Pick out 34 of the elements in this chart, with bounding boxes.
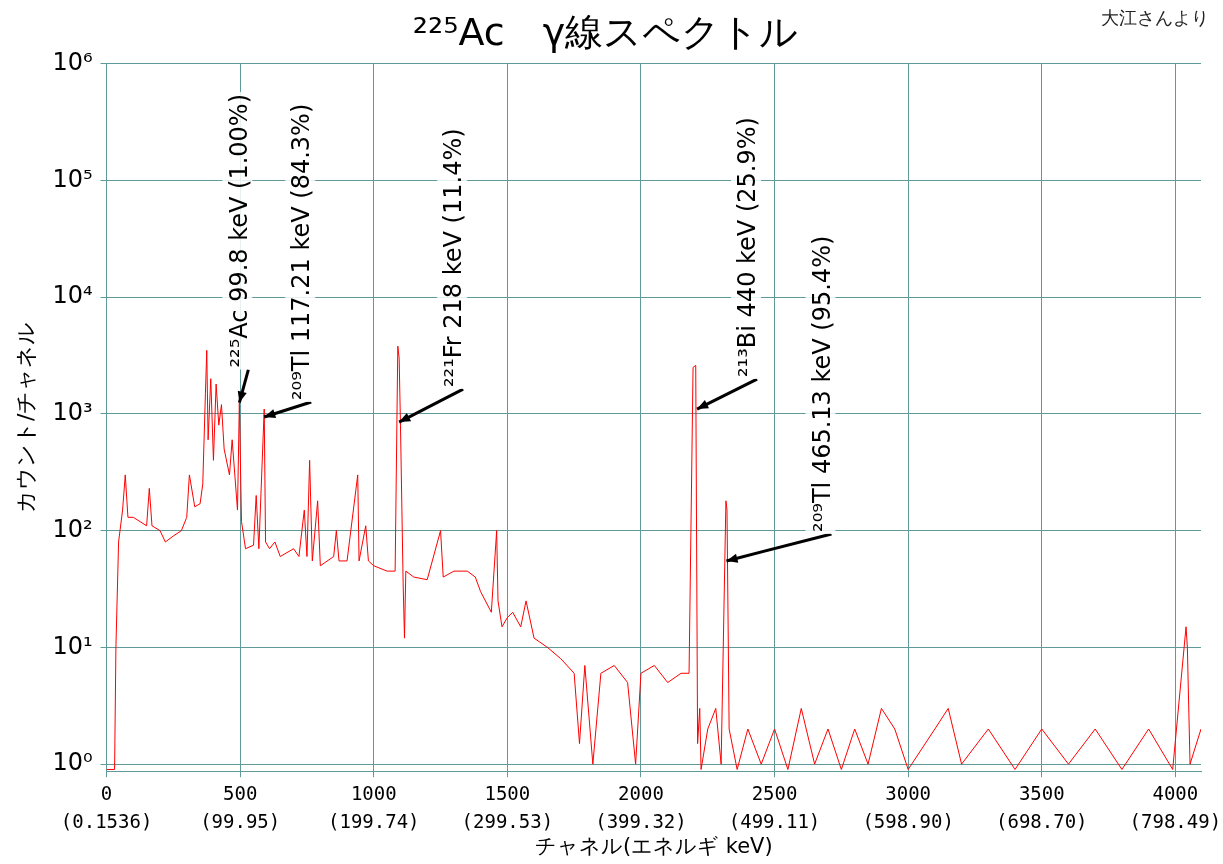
x-tick-label: 3000: [885, 781, 932, 804]
x-tick-label: 2000: [618, 781, 664, 804]
annotation: ²²¹Fr 218 keV (11.4%): [439, 128, 468, 388]
x2-tick-label: (499.11): [728, 810, 821, 833]
x2-tick-label: (199.74): [328, 810, 420, 833]
y-tick-label: 10²: [52, 514, 93, 543]
y-tick-label: 10⁶: [52, 47, 93, 76]
y-tick-label: 10⁴: [52, 281, 93, 310]
annotation: ²²⁵Ac 99.8 keV (1.00%): [224, 93, 253, 368]
annotation: ²⁰⁹Tl 117.21 keV (84.3%): [287, 103, 316, 401]
y-tick-label: 10³: [52, 398, 93, 427]
x-tick-label: 2500: [751, 781, 798, 804]
y-tick-label: 10⁵: [52, 164, 93, 193]
x-axis-title: チャネル(エネルギ keV): [534, 833, 773, 858]
annotation: ²⁰⁹Tl 465.13 keV (95.4%): [807, 235, 836, 532]
chart-title: ²²⁵Ac γ線スペクトル: [412, 9, 799, 54]
x2-tick-label: (598.90): [862, 810, 954, 833]
x2-tick-label: (798.49): [1129, 810, 1222, 833]
annotation: ²¹³Bi 440 keV (25.9%): [733, 117, 762, 378]
x2-tick-label: (698.70): [996, 810, 1088, 833]
x2-tick-label: (99.95): [200, 810, 281, 833]
x-tick-label: 3500: [1018, 781, 1065, 804]
x2-tick-label: (299.53): [461, 810, 554, 833]
x-tick-label: 0: [100, 781, 113, 804]
x-tick-label: 500: [222, 781, 258, 804]
x-tick-label: 4000: [1152, 781, 1199, 804]
x2-tick-label: (0.1536): [60, 810, 153, 833]
y-axis-title: カウント/チャネル: [12, 321, 38, 514]
x-tick-label: 1500: [484, 781, 531, 804]
x2-tick-label: (399.32): [595, 810, 687, 833]
y-tick-label: 10¹: [52, 631, 93, 660]
text: 大江さんより: [1101, 6, 1209, 28]
x-tick-label: 1000: [350, 781, 397, 804]
y-tick-label: 10⁰: [52, 748, 93, 777]
